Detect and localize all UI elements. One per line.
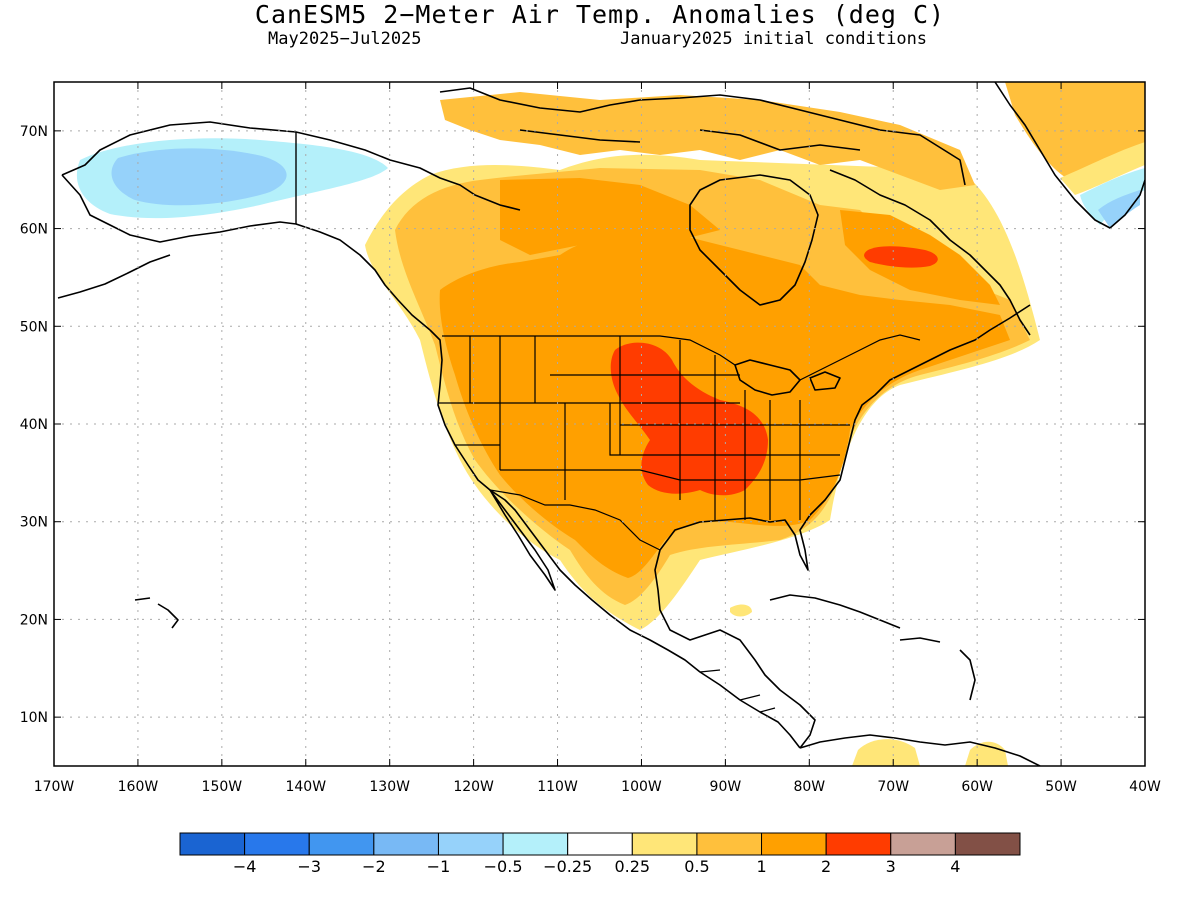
coast-labrador [829,169,1031,336]
anomaly-shading [76,82,1145,766]
lon-label: 70W [877,779,909,795]
colorbar-label: 4 [950,857,960,876]
map-title: CanESM5 2−Meter Air Temp. Anomalies (deg… [254,0,946,29]
border-us-mexico [489,489,661,551]
coast-gulf [654,304,1031,749]
lon-label: 80W [793,779,825,795]
colorbar-label: −4 [233,857,257,876]
arctic-warm-patches [440,92,975,190]
lat-label: 50N [20,319,48,335]
colorbar-label: −0.5 [484,857,523,876]
colorbar-label: 0.25 [614,857,650,876]
colorbar-swatch [890,832,956,856]
lon-label: 140W [285,779,326,795]
colorbar [179,832,1021,856]
coast-arctic-islands [439,87,966,186]
coast-great-lakes [734,359,841,396]
lat-label: 60N [20,222,48,238]
colorbar-swatch [308,832,375,856]
colorbar-label: 1 [756,857,766,876]
coast-alaska-south [61,174,431,331]
lon-label: 100W [621,779,662,795]
coast-hudson-bay [689,174,819,306]
latitude-labels: 70N 60N 50N 40N 30N 20N 10N [20,124,48,726]
colorbar-swatch [567,832,633,856]
greenland-cool-2 [1098,190,1140,228]
colorbar-label: 0.5 [684,857,709,876]
colorbar-label: 3 [886,857,896,876]
coast-west-us [429,329,801,749]
warm-strong-north [500,178,720,255]
state-lines [438,336,850,520]
colorbar-label: −1 [427,857,451,876]
caribbean-warm [730,604,752,617]
coast-caribbean [769,594,976,701]
coast-baja [489,489,556,591]
colorbar-swatch [696,832,763,856]
colorbar-label: 2 [821,857,831,876]
alaska-cool-inner [111,148,287,206]
greenland-cool [1080,168,1145,225]
coast-hawaii [134,597,179,629]
colorbar-swatch [761,832,827,856]
lat-label: 40N [20,417,48,433]
south-america-warm-2 [965,741,1008,766]
lon-label: 120W [453,779,494,795]
lon-label: 170W [34,779,75,795]
coast-greenland [994,82,1145,229]
forecast-period: May2025−Jul2025 [268,29,422,49]
lat-lon-grid [54,82,1145,766]
lon-label: 110W [537,779,578,795]
coastlines [57,82,1145,766]
greenland-warm [1005,82,1145,180]
lat-label: 10N [20,710,48,726]
colorbar-swatch [373,832,439,856]
lat-label: 70N [20,124,48,140]
colorbar-swatch [954,832,1021,856]
colorbar-swatch [179,832,246,856]
colorbar-swatch [244,832,310,856]
hot-core-central-us [610,342,768,496]
axis-ticks [53,82,1146,766]
lon-label: 50W [1045,779,1077,795]
south-america-warm [852,739,920,766]
lon-label: 160W [118,779,159,795]
border-us-canada [442,334,921,381]
colorbar-swatch [437,832,504,856]
greenland-light [1060,142,1145,195]
lon-label: 130W [369,779,410,795]
colorbar-label: −2 [362,857,386,876]
lat-label: 20N [20,612,48,628]
coast-south-america [799,734,1041,766]
initial-conditions: January2025 initial conditions [620,29,928,49]
political-borders [438,334,921,713]
lon-label: 40W [1129,779,1161,795]
coast-alaska [61,121,521,211]
lon-label: 60W [961,779,993,795]
colorbar-swatch [631,832,698,856]
lat-label: 30N [20,515,48,531]
colorbar-label: −0.25 [543,857,592,876]
lon-label: 90W [710,779,742,795]
hot-core-quebec [864,246,938,268]
colorbar-labels: −4 −3 −2 −1 −0.5 −0.25 0.25 0.5 1 2 3 4 [233,857,961,876]
longitude-labels: 170W 160W 150W 140W 130W 120W 110W 100W 90W 80W 70… [34,779,1161,795]
lon-label: 150W [202,779,243,795]
colorbar-label: −3 [297,857,321,876]
border-central-america [699,669,776,713]
coast-aleutians [57,254,171,299]
colorbar-swatch [502,832,569,856]
colorbar-swatch [825,832,892,856]
